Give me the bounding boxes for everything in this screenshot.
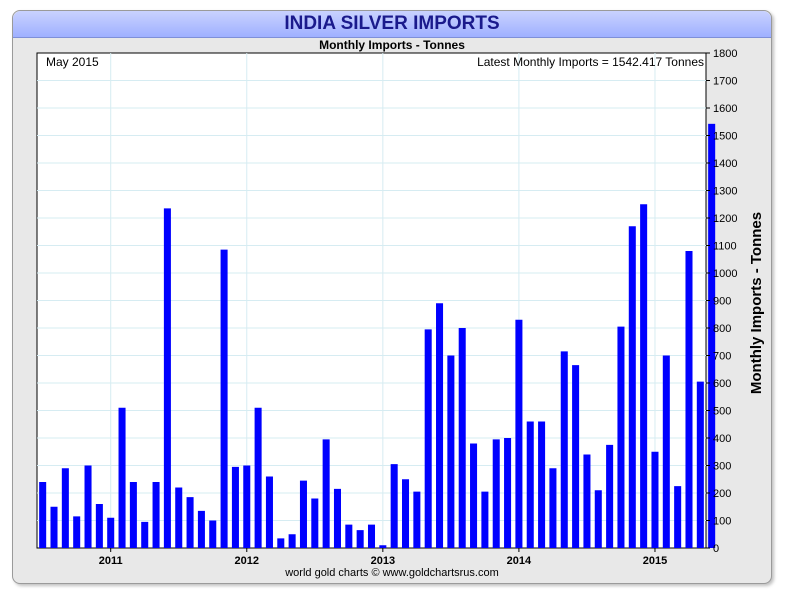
bar [243,465,251,548]
bar [492,439,500,548]
bar [254,407,262,548]
bar [141,521,149,548]
bar [583,454,591,548]
bar [61,468,69,548]
bar [651,451,659,548]
chart-title: INDIA SILVER IMPORTS [284,13,500,34]
y-tick-label: 1100 [713,241,737,253]
bar [628,226,636,548]
bar [402,479,410,548]
bar [572,365,580,548]
bar [129,482,137,548]
bar [617,326,625,548]
bar [299,480,307,548]
y-tick-label: 1800 [713,48,737,60]
bar [708,123,716,548]
bar [549,468,557,548]
y-tick-label: 1200 [713,213,737,225]
y-tick-label: 1300 [713,186,737,198]
bar [197,510,205,548]
x-tick-label: 2011 [99,555,123,567]
bar [39,482,47,548]
bar [606,444,614,548]
latest-annotation: Latest Monthly Imports = 1542.417 Tonnes [477,55,704,69]
bar [526,421,534,548]
bar [288,534,296,548]
bar [696,381,704,548]
bar [538,421,546,548]
y-tick-label: 1500 [713,131,737,143]
y-tick-label: 500 [713,406,731,418]
y-tick-label: 600 [713,378,731,390]
bar [662,355,670,548]
bar [640,204,648,548]
bar [685,251,693,548]
x-tick-label: 2012 [235,555,259,567]
bar [436,303,444,548]
title-bar [13,11,771,38]
y-tick-label: 300 [713,461,731,473]
bar [107,517,115,548]
y-tick-label: 400 [713,433,731,445]
bar [220,249,228,548]
bar [333,488,341,548]
y-axis-label: Monthly Imports - Tonnes [748,212,765,394]
bar [186,497,194,548]
bar [674,486,682,548]
x-tick-label: 2015 [643,555,667,567]
bar [356,530,364,548]
bar [231,466,239,548]
bar [367,524,376,548]
y-tick-label: 200 [713,488,731,500]
chart-subtitle: Monthly Imports - Tonnes [319,38,465,52]
bar [424,329,432,548]
bar [84,465,92,548]
bar [277,538,285,548]
bar [95,504,103,548]
bar [175,487,183,548]
bar [152,482,160,548]
y-tick-label: 700 [713,351,731,363]
bar [345,524,353,548]
bar [481,491,489,548]
bar [73,516,81,548]
bar [515,319,523,548]
chart-credit: world gold charts © www.goldchartsrus.co… [285,567,499,579]
bar [379,545,387,548]
bars [39,123,716,548]
bar [390,464,398,548]
bar [322,439,330,548]
y-tick-label: 900 [713,296,731,308]
bar [470,443,478,548]
y-axis: 0 100 200 300 400 500 600 700 800 900 1000 1100 1200… [706,48,737,555]
bar [163,208,171,548]
y-tick-label: 1400 [713,158,737,170]
y-tick-label: 1700 [713,76,737,88]
y-tick-label: 100 [713,516,731,528]
bar [594,490,602,548]
bar [504,438,512,548]
bar [50,506,58,548]
x-tick-label: 2014 [507,555,532,567]
bar [265,476,273,548]
bar [560,351,568,548]
bar [209,520,217,548]
bar [413,491,421,548]
bar [118,407,126,548]
x-axis: 2011 2012 2013 2014 2015 [99,548,667,567]
date-annotation: May 2015 [46,55,99,69]
y-tick-label: 1000 [713,268,737,280]
x-tick-label: 2013 [371,555,395,567]
bar [458,328,466,548]
y-tick-label: 800 [713,323,731,335]
bar [447,355,455,548]
y-tick-label: 0 [713,543,719,555]
bar [311,498,319,548]
y-tick-label: 1600 [713,103,737,115]
